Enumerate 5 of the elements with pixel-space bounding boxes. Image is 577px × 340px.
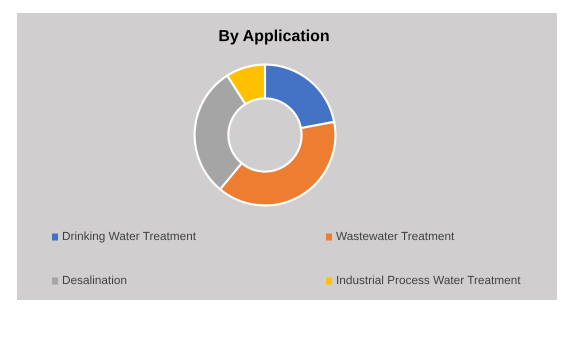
legend-label: Industrial Process Water Treatment [337, 275, 520, 284]
legend-label: Desalination [62, 275, 126, 284]
legend-label: Drinking Water Treatment [62, 231, 196, 242]
chart-title: By Application [219, 30, 329, 44]
legend-label: Wastewater Treatment [336, 232, 454, 240]
